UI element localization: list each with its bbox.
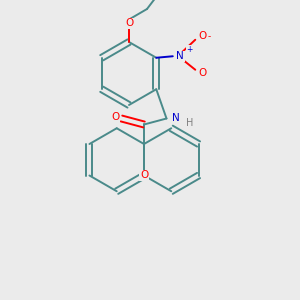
Text: N: N bbox=[172, 113, 180, 123]
Text: O: O bbox=[125, 18, 133, 28]
Text: O: O bbox=[198, 68, 206, 78]
Text: H: H bbox=[186, 118, 194, 128]
Text: O: O bbox=[198, 31, 206, 41]
Text: O: O bbox=[111, 112, 120, 122]
Text: +: + bbox=[186, 45, 193, 54]
Text: O: O bbox=[140, 170, 148, 181]
Text: N: N bbox=[176, 51, 184, 61]
Text: -: - bbox=[208, 32, 211, 40]
